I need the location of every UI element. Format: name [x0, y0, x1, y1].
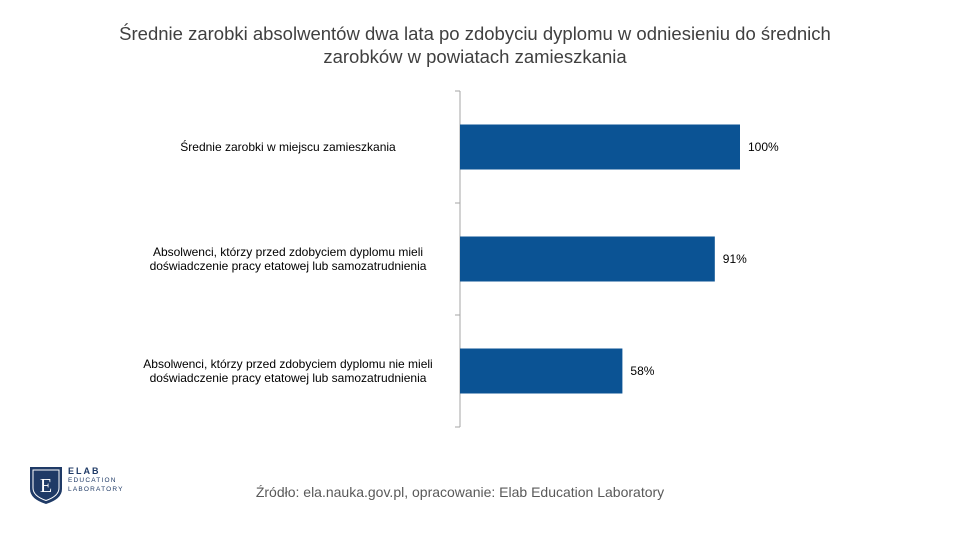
data-label: 100% — [748, 140, 779, 154]
chart-title: Średnie zarobki absolwentów dwa lata po … — [119, 23, 831, 67]
category-label: Średnie zarobki w miejscu zamieszkania — [180, 139, 396, 154]
bar — [460, 124, 740, 170]
data-label: 91% — [723, 252, 747, 266]
logo-line-1: ELAB — [68, 466, 101, 476]
bar — [460, 236, 715, 282]
bar — [460, 348, 623, 394]
category-label: Absolwenci, którzy przed zdobyciem dyplo… — [143, 356, 433, 386]
category-label: Absolwenci, którzy przed zdobyciem dyplo… — [149, 244, 427, 274]
source-note: Źródło: ela.nauka.gov.pl, opracowanie: E… — [255, 484, 665, 500]
data-label: 58% — [630, 364, 654, 378]
logo-line-2: EDUCATION — [68, 477, 117, 484]
logo-line-3: LABORATORY — [68, 486, 124, 493]
elab-logo: E ELAB EDUCATION LABORATORY — [28, 465, 158, 507]
elab-shield-icon: E — [30, 467, 62, 504]
logo-letter: E — [40, 475, 52, 497]
logo-text: ELAB EDUCATION LABORATORY — [68, 467, 124, 494]
